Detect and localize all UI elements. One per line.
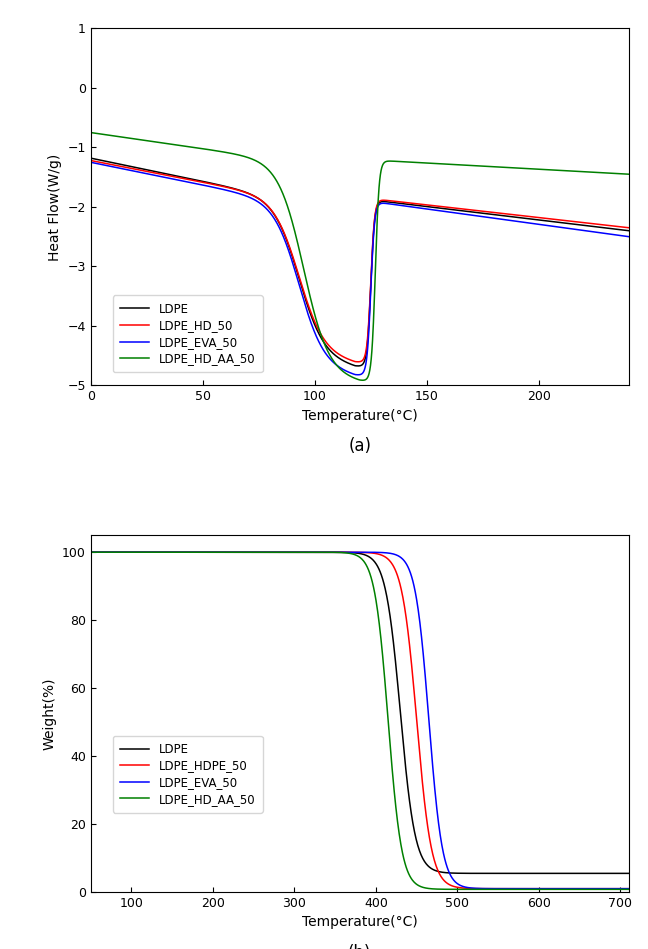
- LDPE_EVA_50: [98, 547, 106, 558]
- LDPE_HD_50: [102, 158, 110, 169]
- Y-axis label: Weight(%): Weight(%): [42, 678, 56, 750]
- LDPE: [87, 547, 95, 558]
- X-axis label: Temperature(°C): Temperature(°C): [302, 409, 417, 422]
- LDPE_HD_AA_50: [327, 547, 335, 558]
- LDPE: [331, 349, 339, 361]
- LDPE_HD_50: [87, 155, 95, 166]
- LDPE_EVA_50: [331, 358, 339, 369]
- LDPE_HD_50: [161, 169, 168, 180]
- Y-axis label: Heat Flow(W/g): Heat Flow(W/g): [48, 154, 62, 261]
- Line: LDPE_HD_AA_50: LDPE_HD_AA_50: [91, 552, 629, 889]
- Legend: LDPE, LDPE_HD_50, LDPE_EVA_50, LDPE_HD_AA_50: LDPE, LDPE_HD_50, LDPE_EVA_50, LDPE_HD_A…: [113, 295, 262, 372]
- LDPE_EVA_50: [625, 883, 632, 894]
- LDPE_HDPE_50: [393, 568, 400, 579]
- LDPE_HD_50: [146, 166, 154, 177]
- LDPE_HD_AA_50: [98, 547, 106, 558]
- LDPE_HD_50: [625, 222, 632, 233]
- LDPE_HD_50: [542, 213, 550, 224]
- LDPE_HD_AA_50: [359, 375, 367, 386]
- LDPE: [146, 164, 154, 176]
- LDPE_EVA_50: [393, 549, 400, 561]
- LDPE_HD_AA_50: [87, 547, 95, 558]
- Line: LDPE_EVA_50: LDPE_EVA_50: [91, 162, 629, 375]
- LDPE_HD_AA_50: [331, 357, 339, 368]
- LDPE_EVA_50: [102, 159, 110, 171]
- LDPE_HD_AA_50: [161, 138, 168, 149]
- LDPE_HD_AA_50: [542, 164, 550, 176]
- X-axis label: Temperature(°C): Temperature(°C): [302, 916, 417, 929]
- Text: (a): (a): [348, 437, 371, 455]
- LDPE_EVA_50: [625, 231, 632, 242]
- LDPE_HDPE_50: [327, 547, 335, 558]
- LDPE: [91, 547, 98, 558]
- LDPE_EVA_50: [146, 169, 154, 180]
- Line: LDPE: LDPE: [91, 158, 629, 366]
- LDPE_HD_50: [128, 163, 136, 175]
- LDPE_EVA_50: [87, 157, 95, 168]
- LDPE_HD_AA_50: [87, 127, 95, 139]
- LDPE: [625, 867, 632, 879]
- LDPE_EVA_50: [354, 369, 362, 381]
- LDPE_HD_AA_50: [146, 136, 154, 147]
- LDPE_HD_AA_50: [393, 809, 400, 820]
- LDPE_HDPE_50: [91, 547, 98, 558]
- Line: LDPE: LDPE: [91, 552, 629, 873]
- LDPE_HD_50: [331, 345, 339, 357]
- LDPE_HDPE_50: [625, 883, 632, 894]
- LDPE_HD_50: [354, 356, 362, 367]
- LDPE: [102, 156, 110, 167]
- LDPE_EVA_50: [128, 165, 136, 177]
- LDPE: [568, 867, 575, 879]
- LDPE_HD_AA_50: [420, 882, 428, 893]
- Line: LDPE_EVA_50: LDPE_EVA_50: [91, 552, 629, 888]
- LDPE_HD_AA_50: [625, 884, 632, 895]
- LDPE_HD_AA_50: [102, 129, 110, 140]
- LDPE_EVA_50: [420, 652, 428, 663]
- LDPE_EVA_50: [568, 883, 575, 894]
- Legend: LDPE, LDPE_HDPE_50, LDPE_EVA_50, LDPE_HD_AA_50: LDPE, LDPE_HDPE_50, LDPE_EVA_50, LDPE_HD…: [113, 735, 262, 812]
- LDPE_EVA_50: [542, 220, 550, 232]
- LDPE: [393, 668, 400, 679]
- LDPE_HDPE_50: [420, 788, 428, 799]
- Line: LDPE_HDPE_50: LDPE_HDPE_50: [91, 552, 629, 888]
- Text: (b): (b): [348, 943, 371, 949]
- LDPE: [542, 215, 550, 227]
- LDPE_EVA_50: [91, 547, 98, 558]
- LDPE_HDPE_50: [87, 547, 95, 558]
- LDPE: [128, 161, 136, 173]
- LDPE_EVA_50: [327, 547, 335, 558]
- LDPE_EVA_50: [161, 172, 168, 183]
- LDPE_HD_AA_50: [623, 884, 631, 895]
- LDPE: [327, 547, 335, 558]
- LDPE: [161, 168, 168, 179]
- LDPE_HD_AA_50: [568, 884, 575, 895]
- Line: LDPE_HD_AA_50: LDPE_HD_AA_50: [91, 133, 629, 381]
- LDPE: [354, 361, 362, 372]
- LDPE_HD_AA_50: [625, 169, 632, 180]
- LDPE_EVA_50: [87, 547, 95, 558]
- LDPE_HD_AA_50: [128, 133, 136, 144]
- LDPE: [420, 854, 428, 865]
- LDPE_HDPE_50: [98, 547, 106, 558]
- Line: LDPE_HD_50: LDPE_HD_50: [91, 160, 629, 362]
- LDPE: [625, 225, 632, 236]
- LDPE_HD_AA_50: [91, 547, 98, 558]
- LDPE: [98, 547, 106, 558]
- LDPE: [87, 153, 95, 164]
- LDPE_HDPE_50: [568, 883, 575, 894]
